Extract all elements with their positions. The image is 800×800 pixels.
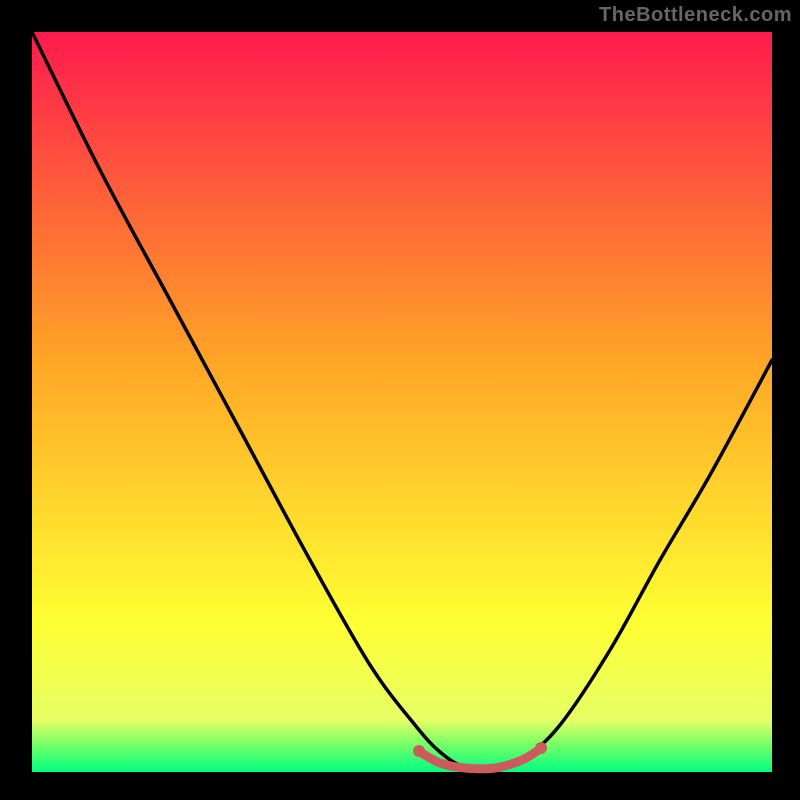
- watermark-text: TheBottleneck.com: [599, 4, 792, 27]
- bottleneck-curve: [32, 32, 772, 769]
- optimal-band-dot: [413, 745, 425, 757]
- chart-container: TheBottleneck.com: [0, 0, 800, 800]
- optimal-band-dot: [535, 742, 547, 754]
- curve-layer: [0, 0, 800, 800]
